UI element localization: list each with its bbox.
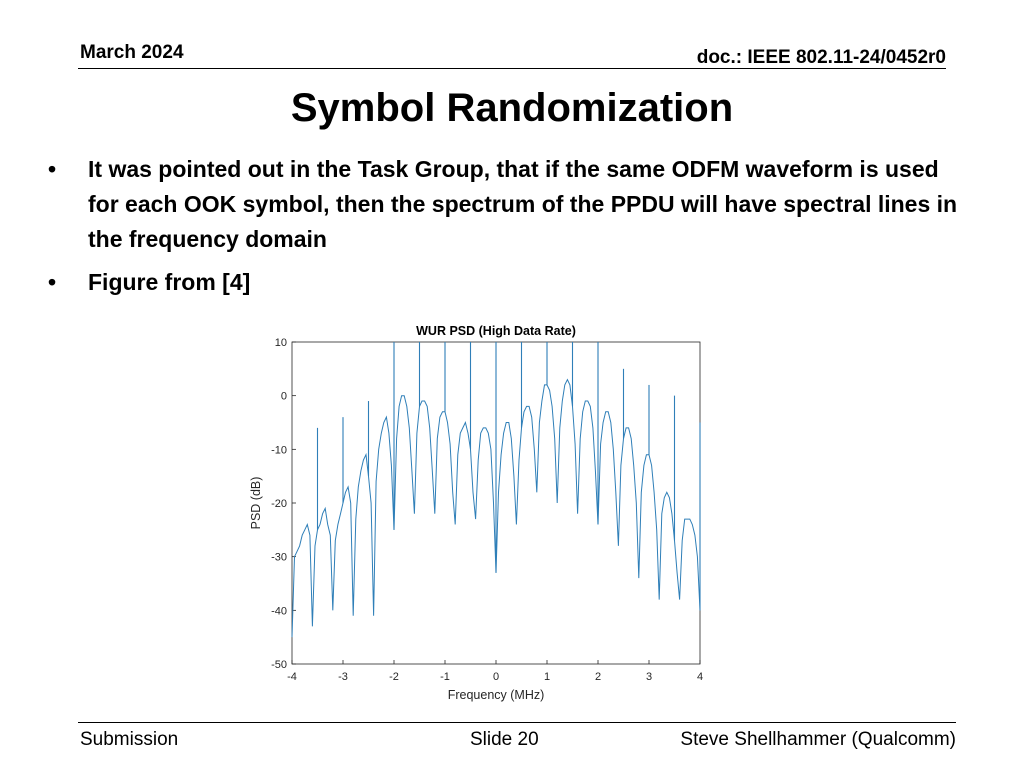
- spectral-lines: [316, 342, 701, 611]
- x-tick-label: 1: [544, 671, 550, 683]
- bullet-text: Figure from [4]: [88, 269, 251, 295]
- header-divider: [78, 68, 946, 69]
- header-date: March 2024: [80, 42, 184, 63]
- x-axis-label: Frequency (MHz): [448, 688, 545, 702]
- x-tick-label: 4: [697, 671, 703, 683]
- psd-chart: WUR PSD (High Data Rate) -4 -3 -2 -1 0 1 2 3 410…: [249, 324, 703, 702]
- psd-series-line: [291, 378, 701, 638]
- bullet-dot-icon: •: [48, 269, 57, 295]
- psd-figure: WUR PSD (High Data Rate) -4 -3 -2 -1 0 1 2 3 4 10…: [242, 318, 712, 708]
- footer-submission: Submission: [80, 729, 179, 750]
- slide-title: Symbol Randomization: [290, 86, 734, 130]
- y-tick-label: -40: [271, 605, 287, 617]
- bullet-item: • It was pointed out in the Task Group, …: [48, 152, 968, 257]
- y-tick-label: -50: [271, 659, 287, 671]
- x-tick-label: 2: [595, 671, 601, 683]
- header-doc-number: doc.: IEEE 802.11-24/0452r0: [696, 47, 946, 68]
- footer-slide-number: Slide 20: [470, 729, 539, 750]
- x-tick-label: 0: [493, 671, 499, 683]
- x-tick-label: -4: [287, 671, 297, 683]
- y-tick-label: 10: [275, 337, 287, 349]
- bullet-dot-icon: •: [48, 156, 57, 182]
- y-tick-label: 0: [281, 391, 287, 403]
- bullet-item: • Figure from [4]: [48, 265, 968, 300]
- chart-title: WUR PSD (High Data Rate): [416, 324, 576, 338]
- x-tick-label: -3: [338, 671, 348, 683]
- footer-divider: [78, 722, 956, 723]
- y-axis-label: PSD (dB): [249, 477, 263, 530]
- bullet-text: It was pointed out in the Task Group, th…: [88, 156, 958, 252]
- x-tick-label: -1: [440, 671, 450, 683]
- x-tick-label: 3: [646, 671, 652, 683]
- footer-author: Steve Shellhammer (Qualcomm): [680, 729, 956, 750]
- y-tick-label: -10: [271, 444, 287, 456]
- y-tick-label: -30: [271, 552, 287, 564]
- bullet-list: • It was pointed out in the Task Group, …: [48, 152, 968, 308]
- y-tick-label: -20: [271, 498, 287, 510]
- x-tick-label: -2: [389, 671, 399, 683]
